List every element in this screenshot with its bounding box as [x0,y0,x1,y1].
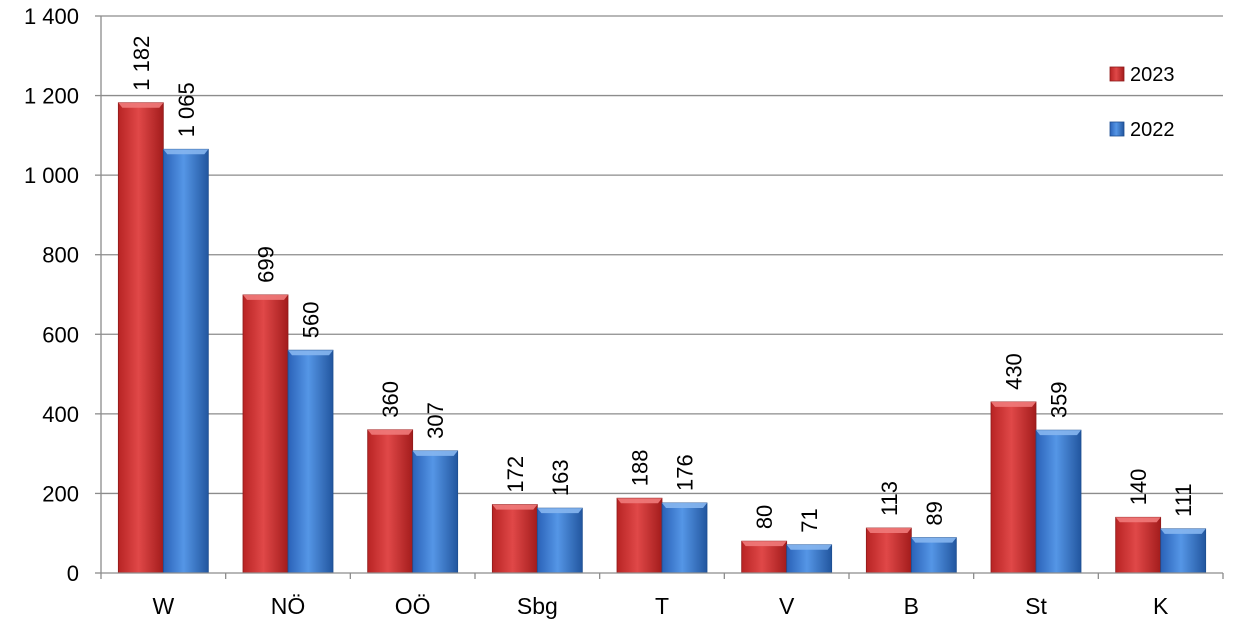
bar-2023-B [865,527,912,574]
bar-bevel [741,541,787,547]
bar-2023-St [990,401,1037,574]
y-tick-label: 1 400 [24,4,79,29]
y-tick-label: 1 000 [24,163,79,188]
bars: 1 182 1 065 699 560 360 307 172 163 188 176 80 71 11… [117,36,1207,574]
data-label-2022-K: 111 [1171,483,1196,516]
x-tick-label: NÖ [271,593,306,619]
data-label-2023-V: 80 [752,505,777,529]
legend-label-2023: 2023 [1130,64,1175,86]
bar-bevel [412,450,458,456]
bar-bevel [866,528,912,534]
data-label-2022-W: 1 065 [174,82,199,137]
data-label-2022-OÖ: 307 [423,402,448,439]
bar-2023-NÖ [242,294,289,574]
y-tick-label: 800 [42,243,79,268]
data-label-2023-NÖ: 699 [254,246,279,283]
bar-2022-K [1160,528,1207,574]
bar-2022-St [1035,429,1082,574]
y-tick-label: 1 200 [24,84,79,109]
bar-2023-Sbg [491,504,538,574]
bar-2022-W [162,148,209,574]
x-tick-label: OÖ [395,593,431,619]
data-label-2022-T: 176 [673,454,698,491]
data-label-2022-Sbg: 163 [548,459,573,496]
bar-2023-OÖ [367,429,414,574]
legend: 2023 2022 [1109,64,1175,141]
data-label-2023-K: 140 [1126,469,1151,506]
x-tick-label: W [152,593,174,619]
bar-bevel [911,537,957,543]
bar-bevel [662,502,707,508]
x-tick-label: K [1153,593,1169,619]
bar-bevel [367,429,413,435]
data-label-2022-V: 71 [797,508,822,532]
bar-bevel [1115,517,1161,523]
data-label-2022-B: 89 [922,501,947,525]
legend-swatch-2022 [1109,121,1125,137]
y-tick-label: 400 [42,402,79,427]
bar-2022-T [661,502,708,574]
y-tick-label: 0 [67,561,79,586]
bar-2023-W [117,102,164,574]
legend-swatch-2023 [1109,66,1125,82]
bar-bevel [786,544,832,550]
bar-bevel [118,102,164,108]
bar-2023-K [1115,516,1162,574]
y-tick-label: 200 [42,481,79,506]
data-label-2023-OÖ: 360 [378,381,403,418]
y-tick-label: 600 [42,322,79,347]
x-tick-label: Sbg [517,593,558,619]
bar-2022-B [910,537,957,574]
bar-bevel [288,350,333,356]
bar-2022-Sbg [536,507,583,574]
bar-bevel [991,401,1036,407]
x-tick-label: B [904,593,919,619]
bar-bevel [243,294,288,300]
data-label-2023-W: 1 182 [129,36,154,91]
data-label-2023-T: 188 [628,449,653,486]
bar-bevel [492,504,538,510]
data-label-2023-Sbg: 172 [503,456,528,493]
x-tick-label: St [1025,593,1047,619]
bar-bevel [617,498,662,504]
data-label-2023-B: 113 [877,481,902,516]
data-label-2022-NÖ: 560 [299,301,324,338]
bar-bevel [1036,430,1081,436]
bar-2022-NÖ [287,349,334,574]
bar-bevel [1160,528,1206,534]
bar-2022-OÖ [412,450,459,574]
x-tick-label: T [655,593,669,619]
data-label-2022-St: 359 [1047,381,1072,418]
legend-label-2022: 2022 [1130,119,1175,141]
axes: 0 200 400 600 800 1 000 1 200 1 400 W NÖ OÖ Sbg T V B S… [24,4,1224,619]
x-tick-label: V [779,593,795,619]
bar-bevel [163,149,209,155]
bar-2023-T [616,497,663,574]
bar-bevel [537,508,583,514]
data-label-2023-St: 430 [1002,353,1027,390]
